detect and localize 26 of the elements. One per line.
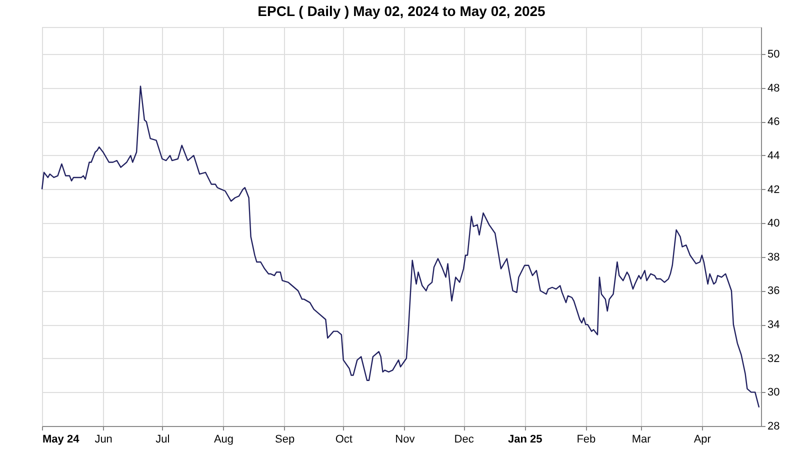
y-tick-label: 44 [768, 150, 780, 162]
x-tick-label: Sep [275, 434, 295, 446]
x-tick-label: Nov [395, 434, 416, 446]
y-tick-label: 30 [768, 386, 780, 399]
x-tick-label: Apr [694, 434, 712, 446]
line-series [41, 86, 760, 408]
y-tick-label: 46 [768, 116, 780, 128]
x-tick-label: Oct [335, 434, 352, 446]
y-tick-label: 32 [768, 352, 780, 365]
y-tick-label: 48 [768, 82, 780, 94]
x-tick-label: Jan 25 [508, 434, 542, 446]
x-tick-label: Aug [214, 434, 234, 446]
x-tick-label: Dec [454, 434, 474, 446]
x-tick-label: May 24 [42, 434, 80, 446]
y-tick-label: 36 [768, 285, 780, 298]
y-tick-label: 38 [768, 251, 780, 264]
x-tick-label: Jul [156, 434, 170, 446]
x-tick-label: Jun [94, 434, 112, 446]
y-tick-label: 28 [768, 420, 780, 432]
x-tick-label: Mar [632, 434, 652, 446]
y-tick-label: 42 [768, 184, 780, 196]
y-tick-label: 40 [768, 218, 780, 230]
y-tick-label: 50 [768, 48, 780, 61]
x-tick-label: Feb [576, 434, 596, 446]
y-tick-label: 34 [768, 319, 780, 332]
chart-title: EPCL ( Daily ) May 02, 2024 to May 02, 2025 [258, 3, 546, 19]
